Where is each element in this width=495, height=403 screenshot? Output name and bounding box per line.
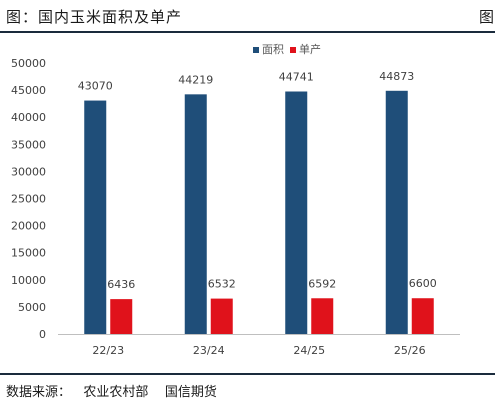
y-tick-label: 40000: [11, 111, 46, 124]
chart-area: 0 5000 10000 15000 20000 25000 30000 35000 40000…: [0, 33, 495, 373]
data-source: 数据来源： 农业农村部 国信期货: [6, 385, 217, 400]
x-tick-label: 24/25: [293, 344, 325, 357]
yield-bar: [210, 298, 233, 334]
figure-title-continued: 图: [479, 8, 493, 26]
figure-header: 图：国内玉米面积及单产 图: [0, 0, 495, 30]
bar-chart: 0 5000 10000 15000 20000 25000 30000 35000 40000…: [11, 42, 460, 357]
yield-bar: [311, 298, 334, 334]
y-tick-label: 25000: [11, 193, 46, 206]
legend-label: 单产: [299, 42, 321, 56]
x-tick-label: 23/24: [193, 344, 225, 357]
yield-value-label: 6592: [308, 277, 336, 290]
y-tick-label: 20000: [11, 220, 46, 233]
area-bar: [285, 91, 308, 334]
yield-value-label: 6532: [208, 278, 236, 291]
legend-swatch: [290, 47, 296, 53]
area-value-label: 44219: [178, 73, 213, 86]
area-value-label: 44741: [279, 71, 314, 84]
y-tick-label: 10000: [11, 274, 46, 287]
area-bar: [385, 90, 408, 334]
legend-label: 面积: [262, 43, 284, 56]
yield-bar: [411, 298, 434, 334]
yield-bar: [110, 299, 133, 334]
y-tick-label: 5000: [18, 301, 46, 314]
area-value-label: 43070: [78, 80, 113, 93]
area-bar: [84, 100, 107, 334]
y-tick-label: 50000: [11, 57, 46, 70]
figure-title: 图：国内玉米面积及单产: [6, 8, 183, 26]
yield-value-label: 6436: [107, 278, 135, 291]
area-bar: [184, 94, 207, 334]
x-tick-label: 25/26: [394, 344, 426, 357]
area-value-label: 44873: [379, 70, 414, 83]
y-tick-label: 35000: [11, 138, 46, 151]
x-tick-label: 22/23: [92, 344, 124, 357]
legend-swatch: [253, 47, 259, 53]
y-tick-label: 30000: [11, 165, 46, 178]
yield-value-label: 6600: [409, 277, 437, 290]
y-tick-label: 15000: [11, 247, 46, 260]
top-rule: [0, 31, 495, 33]
y-tick-label: 0: [39, 328, 46, 341]
y-tick-label: 45000: [11, 84, 46, 97]
bottom-rule: [0, 373, 495, 375]
